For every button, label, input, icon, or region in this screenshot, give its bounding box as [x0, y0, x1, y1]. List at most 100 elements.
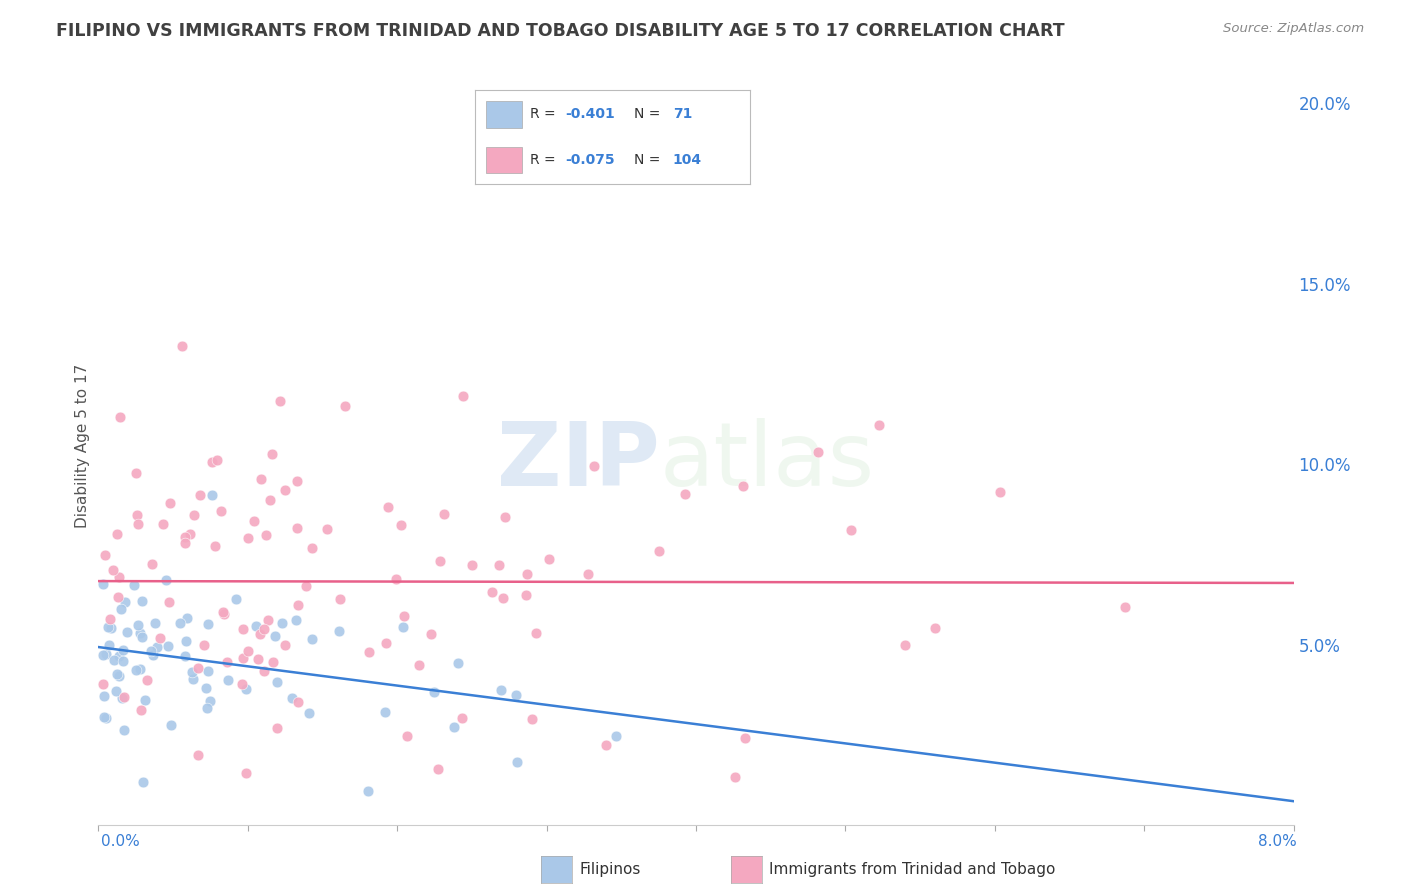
Text: Immigrants from Trinidad and Tobago: Immigrants from Trinidad and Tobago — [769, 863, 1056, 877]
Point — [242, 514, 264, 528]
Point — [194, 681, 217, 695]
Point — [447, 656, 470, 670]
Point — [245, 619, 267, 633]
Point — [107, 591, 129, 605]
Point — [174, 530, 197, 544]
Point — [188, 488, 211, 502]
Point — [105, 683, 128, 698]
Point — [131, 630, 153, 644]
Point — [114, 723, 136, 737]
Point — [209, 504, 232, 518]
Point — [505, 688, 527, 702]
Point — [114, 595, 136, 609]
Point — [408, 657, 430, 672]
Point — [172, 339, 194, 353]
Point — [152, 516, 174, 531]
Point — [516, 566, 538, 581]
Point — [396, 729, 419, 743]
Point — [595, 738, 617, 752]
Point — [141, 557, 163, 571]
Point — [93, 689, 115, 703]
Point — [301, 632, 323, 646]
Point — [149, 631, 172, 645]
Point — [101, 563, 124, 577]
Point — [356, 784, 378, 798]
Point — [174, 633, 197, 648]
Point — [259, 493, 281, 508]
Point — [111, 654, 134, 668]
Point — [235, 765, 257, 780]
Point — [329, 591, 352, 606]
Point — [179, 527, 201, 541]
Point — [433, 508, 456, 522]
Point — [125, 663, 148, 677]
Point — [287, 520, 309, 534]
Point — [316, 522, 339, 536]
Point — [264, 629, 287, 643]
Point — [576, 567, 599, 582]
Point — [266, 675, 288, 690]
Point — [389, 517, 412, 532]
Point — [357, 645, 380, 659]
Point — [103, 653, 125, 667]
Point — [136, 673, 159, 688]
Point — [257, 613, 280, 627]
Point — [200, 455, 222, 469]
Point — [155, 573, 177, 587]
Point — [200, 488, 222, 502]
Point — [141, 644, 163, 658]
Point — [335, 399, 357, 413]
Point — [173, 649, 195, 664]
Point — [212, 607, 235, 622]
Point — [91, 577, 114, 591]
Point — [839, 523, 862, 537]
Point — [232, 622, 254, 636]
Point — [197, 664, 219, 678]
Point — [491, 682, 513, 697]
Point — [200, 694, 222, 708]
Point — [111, 643, 134, 657]
Point — [488, 558, 510, 573]
Point — [235, 681, 257, 696]
Point — [298, 706, 321, 720]
Text: 0.0%: 0.0% — [101, 834, 141, 848]
Point — [495, 510, 517, 524]
Point — [127, 618, 149, 632]
Point — [98, 612, 121, 626]
Point — [285, 475, 308, 489]
Y-axis label: Disability Age 5 to 17: Disability Age 5 to 17 — [75, 364, 90, 528]
Point — [232, 650, 254, 665]
Point — [146, 640, 169, 655]
Point — [254, 528, 277, 542]
Point — [93, 710, 115, 724]
Point — [97, 620, 120, 634]
Point — [427, 762, 450, 776]
Point — [724, 771, 747, 785]
Point — [451, 389, 474, 403]
Point — [460, 558, 482, 573]
Point — [287, 695, 309, 709]
Point — [271, 616, 294, 631]
Point — [94, 548, 117, 562]
Point — [274, 638, 297, 652]
Point — [187, 661, 209, 675]
Point — [262, 655, 284, 669]
Point — [204, 539, 226, 553]
Point — [392, 608, 415, 623]
Point — [111, 690, 134, 705]
Point — [443, 720, 465, 734]
Point — [450, 711, 472, 725]
Point — [128, 625, 150, 640]
Point — [375, 636, 398, 650]
Point — [238, 644, 260, 658]
Point — [253, 664, 276, 678]
Text: ZIP: ZIP — [498, 417, 661, 505]
Point — [143, 616, 166, 631]
Point — [183, 508, 205, 523]
Point — [236, 531, 259, 545]
Point — [128, 662, 150, 676]
Point — [193, 638, 215, 652]
Point — [157, 595, 180, 609]
Point — [159, 496, 181, 510]
Point — [924, 621, 946, 635]
